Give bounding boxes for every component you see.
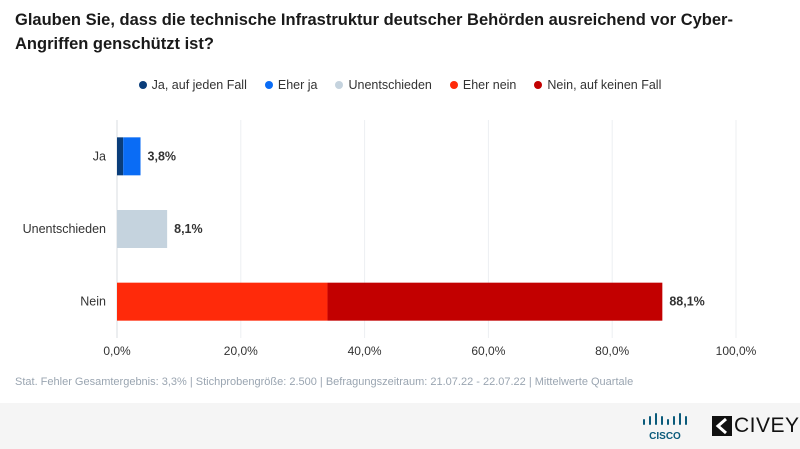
civey-logo: CIVEY [712, 414, 800, 438]
bar-segment [117, 137, 124, 176]
legend-label: Eher nein [462, 78, 517, 92]
bar-segment [117, 210, 168, 248]
data-label: 8,1% [174, 222, 203, 236]
x-tick-label: 20,0% [224, 344, 258, 358]
legend-item[interactable]: Unentschieden [335, 78, 432, 92]
legend-dot [335, 81, 344, 89]
bar-segment [123, 137, 141, 176]
category-label: Nein [80, 295, 106, 309]
x-tick-label: 60,0% [471, 344, 505, 358]
legend-dot [449, 81, 458, 89]
category-label: Unentschieden [23, 222, 106, 236]
svg-text:CISCO: CISCO [649, 431, 681, 442]
legend-item[interactable]: Eher nein [449, 78, 517, 92]
footer-band [0, 403, 800, 449]
legend: Ja, auf jeden Fall Eher ja Unentschieden Eh… [0, 78, 800, 92]
legend-label: Ja, auf jeden Fall [151, 78, 247, 92]
legend-label: Unentschieden [348, 78, 432, 92]
legend-label: Nein, auf keinen Fall [547, 78, 662, 92]
category-label: Ja [93, 149, 106, 163]
civey-wordmark: CIVEY [734, 414, 800, 437]
x-tick-label: 100,0% [716, 344, 757, 358]
legend-dot [138, 81, 147, 89]
footnote: Stat. Fehler Gesamtergebnis: 3,3% | Stic… [15, 376, 634, 388]
legend-label: Eher ja [277, 78, 318, 92]
x-tick-label: 80,0% [595, 344, 629, 358]
legend-dot [264, 81, 273, 89]
legend-item[interactable]: Ja, auf jeden Fall [138, 78, 247, 92]
data-label: 3,8% [148, 149, 177, 163]
legend-dot [534, 81, 543, 89]
x-tick-label: 40,0% [348, 344, 382, 358]
data-label: 88,1% [669, 295, 704, 309]
legend-item[interactable]: Nein, auf keinen Fall [534, 78, 661, 92]
legend-item[interactable]: Eher ja [264, 78, 318, 92]
x-tick-label: 0,0% [103, 344, 131, 358]
chart-title: Glauben Sie, dass die technische Infrast… [15, 11, 733, 53]
bar-segment [327, 282, 663, 321]
cisco-logo: CISCO [643, 413, 687, 442]
civey-mark-icon [712, 416, 732, 436]
bar-segment [117, 282, 328, 321]
